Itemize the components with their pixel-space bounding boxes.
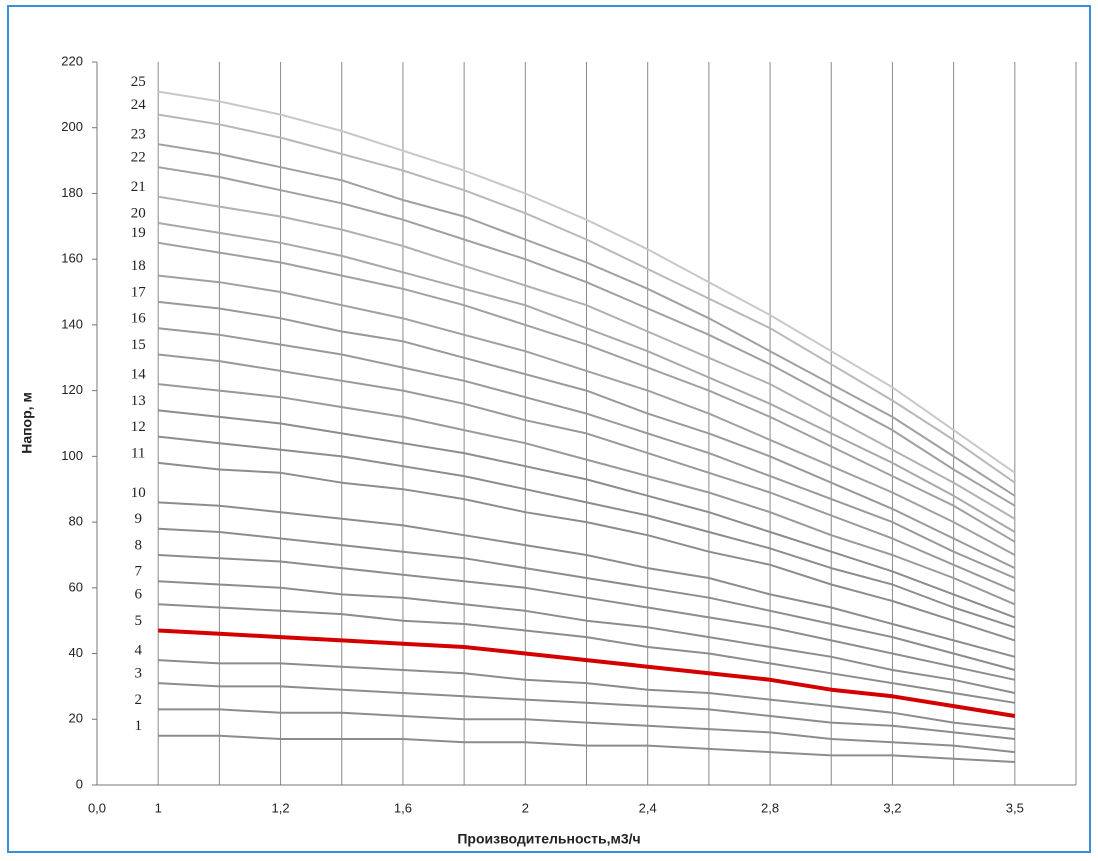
series-label: 14 bbox=[131, 367, 147, 383]
y-tick-label: 180 bbox=[61, 185, 83, 200]
series-line bbox=[158, 554, 1016, 681]
x-tick-label: 2,8 bbox=[761, 800, 779, 815]
series-label: 24 bbox=[131, 97, 147, 113]
series-label: 4 bbox=[134, 643, 142, 659]
y-tick-label: 160 bbox=[61, 251, 83, 266]
series-label: 8 bbox=[134, 537, 142, 553]
series-label: 16 bbox=[131, 311, 147, 327]
y-axis-title: Напор, м bbox=[19, 392, 35, 454]
series-line bbox=[158, 734, 1015, 763]
series-line bbox=[158, 527, 1016, 671]
series-label: 23 bbox=[131, 127, 146, 143]
series-line bbox=[158, 113, 1016, 484]
x-tick-label: 0,0 bbox=[88, 800, 106, 815]
series-label: 19 bbox=[131, 225, 146, 241]
series-line bbox=[158, 166, 1016, 507]
series-label: 15 bbox=[131, 337, 146, 353]
series-line bbox=[158, 143, 1016, 497]
y-tick-label: 120 bbox=[61, 382, 83, 397]
series-label: 21 bbox=[131, 179, 146, 195]
x-tick-label: 3,5 bbox=[1006, 800, 1024, 815]
y-tick-label: 140 bbox=[61, 316, 83, 331]
series-line bbox=[158, 435, 1016, 629]
series-label: 22 bbox=[131, 150, 146, 166]
series-line bbox=[158, 90, 1016, 474]
series-line bbox=[158, 274, 1016, 556]
series-label: 1 bbox=[134, 718, 142, 734]
series-line bbox=[158, 241, 1016, 543]
series-label: 3 bbox=[134, 666, 142, 682]
series-label: 18 bbox=[131, 258, 146, 274]
series-line bbox=[158, 461, 1016, 642]
series-label: 11 bbox=[131, 445, 145, 461]
series-line bbox=[158, 300, 1016, 570]
x-axis-title: Производительность,м3/ч bbox=[457, 831, 640, 847]
y-tick-label: 60 bbox=[69, 579, 83, 594]
series-label: 2 bbox=[134, 692, 142, 708]
y-tick-label: 80 bbox=[69, 514, 83, 529]
series-line bbox=[158, 659, 1015, 731]
series-line bbox=[158, 409, 1016, 619]
series-label: 13 bbox=[131, 393, 146, 409]
series-label: 9 bbox=[134, 511, 142, 527]
series-line bbox=[158, 383, 1016, 606]
series-line bbox=[158, 501, 1016, 658]
series-line bbox=[158, 580, 1016, 694]
series-line bbox=[158, 195, 1016, 520]
x-tick-label: 1,2 bbox=[272, 800, 290, 815]
series-line bbox=[158, 628, 1016, 718]
series-line bbox=[158, 222, 1016, 533]
x-tick-label: 2,4 bbox=[639, 800, 657, 815]
x-tick-label: 1,6 bbox=[394, 800, 412, 815]
x-tick-label: 3,2 bbox=[883, 800, 901, 815]
y-tick-label: 20 bbox=[69, 711, 83, 726]
series-label: 20 bbox=[131, 205, 146, 221]
series-label: 10 bbox=[131, 485, 146, 501]
series-line bbox=[158, 603, 1015, 704]
x-tick-label: 2 bbox=[522, 800, 529, 815]
series-label: 6 bbox=[134, 587, 142, 603]
series-label: 7 bbox=[134, 564, 142, 580]
series-label: 25 bbox=[131, 74, 146, 90]
series-label: 5 bbox=[134, 613, 142, 629]
series-line bbox=[158, 327, 1016, 579]
y-tick-label: 200 bbox=[61, 119, 83, 134]
series-line bbox=[158, 682, 1015, 740]
series-label: 12 bbox=[131, 419, 146, 435]
frame bbox=[7, 5, 1091, 853]
x-tick-label: 1 bbox=[155, 800, 162, 815]
series-label: 17 bbox=[131, 284, 147, 300]
series-line bbox=[158, 353, 1016, 593]
series-line bbox=[158, 708, 1015, 754]
y-tick-label: 100 bbox=[61, 448, 83, 463]
y-tick-label: 220 bbox=[61, 53, 83, 68]
y-tick-label: 0 bbox=[76, 776, 83, 791]
y-tick-label: 40 bbox=[69, 645, 83, 660]
